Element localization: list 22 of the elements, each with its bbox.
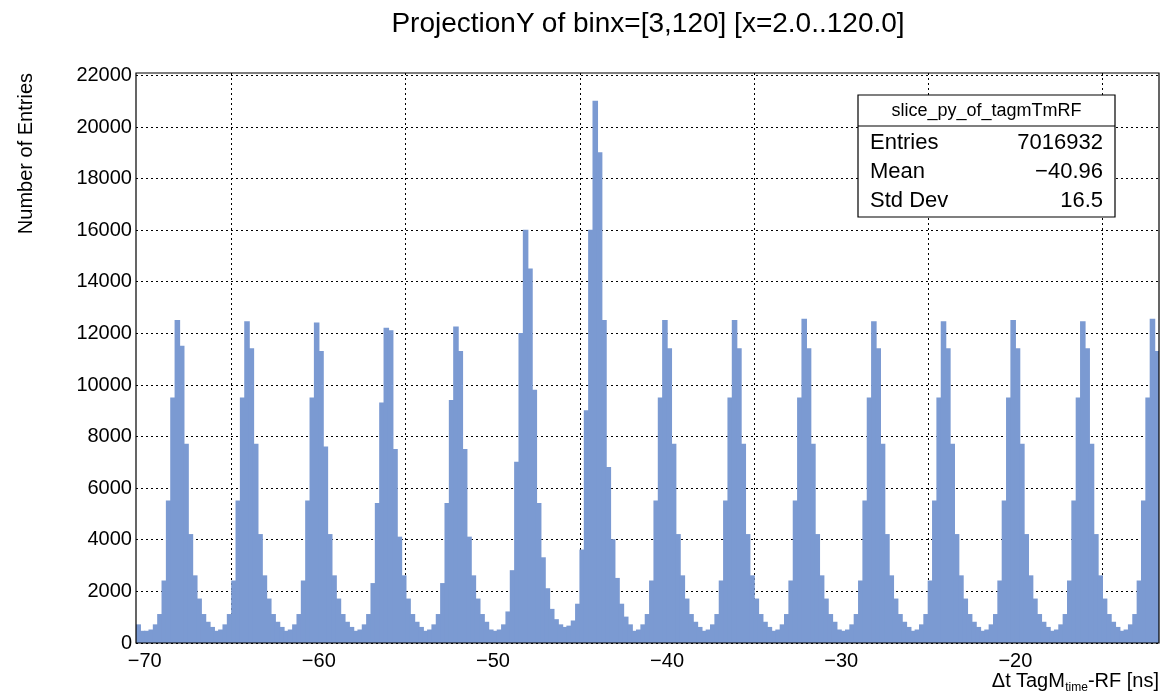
x-tick-label: −40 xyxy=(650,648,685,671)
y-tick-label: 20000 xyxy=(76,114,132,137)
y-tick-label: 2000 xyxy=(87,578,132,601)
text: Mean −40.96 xyxy=(870,157,1103,183)
chart-title: ProjectionY of binx=[3,120] [x=2.0..120.0] xyxy=(391,6,905,38)
y-tick-label: 4000 xyxy=(87,527,132,550)
x-tick-label: −60 xyxy=(301,648,336,671)
annotation: slice_py_of_tagmTmRF xyxy=(891,100,1082,122)
y-tick-label: 10000 xyxy=(76,372,132,395)
x-tick-label: −50 xyxy=(475,648,510,671)
y-tick-label: 16000 xyxy=(76,217,132,240)
y-tick-label: 8000 xyxy=(87,424,132,447)
y-tick-label: 18000 xyxy=(76,166,132,189)
y-axis-title: Number of Entries xyxy=(13,73,36,235)
text: Entries 7016932 xyxy=(870,128,1103,154)
x-tick-label: −30 xyxy=(824,648,859,671)
y-tick-label: 22000 xyxy=(76,63,132,86)
text: Std Dev 16.5 xyxy=(870,186,1103,212)
x-tick-label: −20 xyxy=(998,648,1033,671)
y-tick-label: 12000 xyxy=(76,321,132,344)
y-tick-label: 14000 xyxy=(76,269,132,292)
y-tick-label: 6000 xyxy=(87,475,132,498)
